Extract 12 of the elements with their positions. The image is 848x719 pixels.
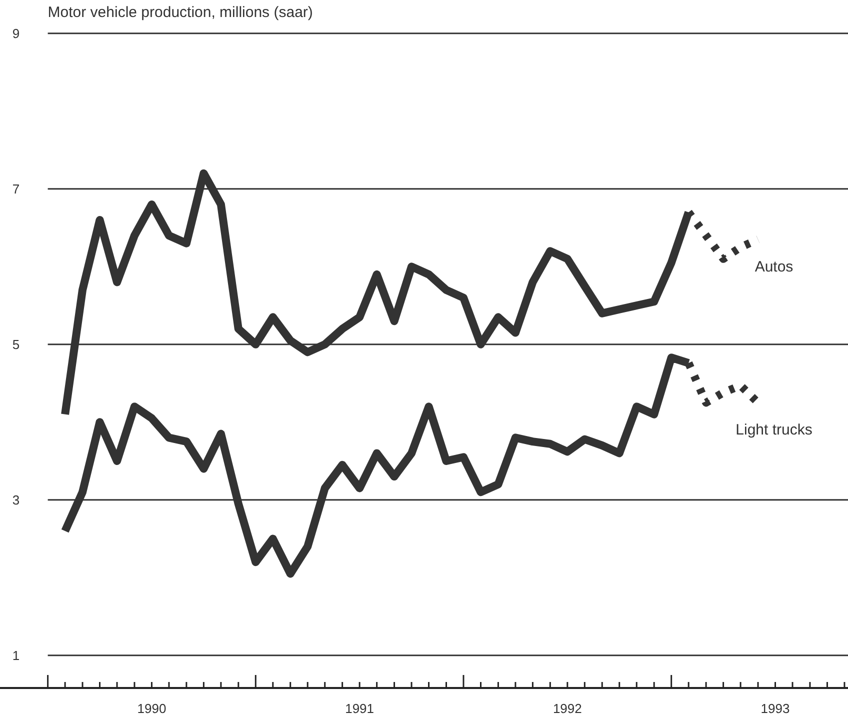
chart-title: Motor vehicle production, millions (saar)	[48, 4, 313, 21]
y-tick-label: 1	[12, 648, 20, 663]
series-label: Autos	[754, 258, 794, 276]
y-tick-label: 9	[12, 26, 20, 41]
x-tick-label: 1993	[760, 701, 790, 716]
x-tick-label: 1992	[552, 701, 582, 716]
y-tick-label: 7	[12, 181, 20, 196]
x-tick-label: 1991	[345, 701, 374, 716]
x-tick-label: 1990	[137, 701, 166, 716]
series-label: Light trucks	[736, 422, 812, 439]
y-tick-label: 3	[12, 492, 20, 508]
y-tick-label: 5	[12, 336, 20, 352]
